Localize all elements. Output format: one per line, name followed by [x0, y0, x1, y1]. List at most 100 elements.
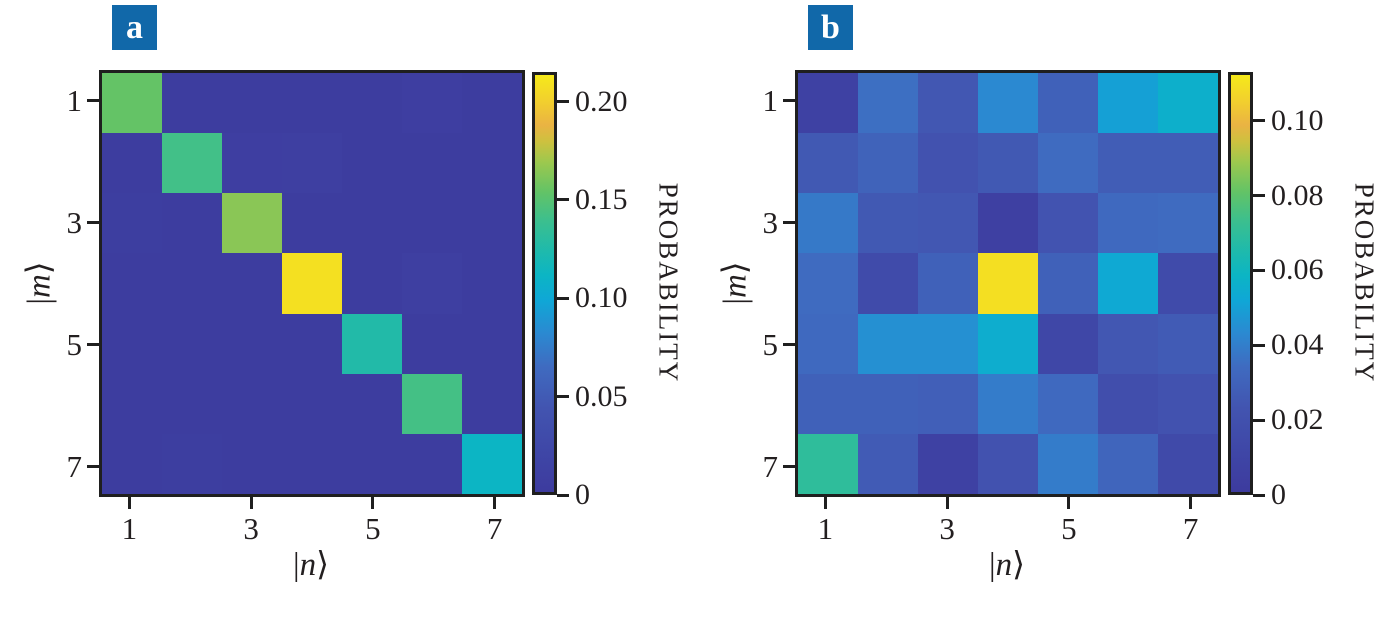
colorbar-tick-label: 0.08 — [1271, 178, 1324, 212]
x-tick-label: 5 — [1061, 511, 1077, 546]
heatmap-cell — [102, 433, 162, 494]
x-tick-label: 7 — [1182, 511, 1199, 546]
heatmap-cell — [402, 133, 462, 194]
heatmap-cell — [1098, 253, 1158, 314]
y-tick-mark — [783, 98, 795, 102]
x-tick-mark — [493, 497, 497, 509]
x-tick-label: 3 — [939, 511, 955, 546]
colorbar-tick-mark — [1253, 119, 1265, 123]
heatmap-cell — [462, 73, 522, 134]
panel-a-y-tick-labels: 1 3 5 7 — [38, 70, 83, 497]
panel-b-y-axis-label: |m⟩ — [717, 261, 754, 305]
colorbar-tick-mark — [557, 296, 569, 300]
heatmap-cell — [102, 193, 162, 254]
heatmap-cell — [1158, 373, 1218, 434]
heatmap-cell — [978, 433, 1038, 494]
y-tick-label: 3 — [762, 204, 779, 240]
y-tick-mark — [87, 343, 99, 346]
x-tick-mark — [823, 497, 827, 509]
panel-a-y-ticks — [87, 70, 99, 497]
heatmap-cell — [1098, 433, 1158, 494]
colorbar-tick-label: 0.10 — [1271, 103, 1324, 137]
y-tick-label: 3 — [66, 204, 83, 240]
heatmap-cell — [342, 373, 402, 434]
x-tick-mark — [1067, 497, 1071, 509]
heatmap-cell — [918, 253, 978, 314]
colorbar-tick-label: 0.15 — [575, 182, 628, 216]
heatmap-cell — [798, 193, 858, 254]
heatmap-cell — [282, 253, 342, 314]
heatmap-cell — [162, 133, 222, 194]
y-tick-label: 7 — [762, 448, 779, 484]
panel-b-tag: b — [808, 5, 853, 50]
heatmap-cell — [1158, 313, 1218, 374]
y-tick-mark — [87, 465, 99, 468]
heatmap-cell — [1098, 373, 1158, 434]
y-tick-mark — [783, 221, 795, 224]
colorbar-tick-mark — [1253, 493, 1265, 497]
heatmap-cell — [798, 313, 858, 374]
heatmap-cell — [1038, 73, 1098, 134]
heatmap-cell — [222, 73, 282, 134]
heatmap-cell — [282, 133, 342, 194]
heatmap-cell — [1098, 313, 1158, 374]
panel-a-colorbar-ticks — [557, 72, 569, 497]
colorbar-tick-mark — [557, 198, 569, 202]
heatmap-cell — [222, 253, 282, 314]
heatmap-cell — [858, 133, 918, 194]
heatmap-cell — [162, 73, 222, 134]
heatmap-cell — [918, 373, 978, 434]
panel-a: a 1 3 5 7 1 3 5 7 |n⟩ |m⟩ 0 0.05 0.10 0.15 0.20 PR… — [21, 5, 684, 582]
heatmap-cell — [222, 313, 282, 374]
heatmap-cell — [402, 253, 462, 314]
y-tick-label: 5 — [762, 326, 779, 362]
colorbar-tick-mark — [557, 395, 569, 399]
heatmap-cell — [402, 73, 462, 134]
heatmap-cell — [978, 313, 1038, 374]
heatmap-cell — [1158, 193, 1218, 254]
panel-b-x-tick-labels: 1 3 5 7 — [795, 513, 1221, 549]
panel-a-colorbar-tick-labels: 0 0.05 0.10 0.15 0.20 — [575, 72, 661, 510]
y-tick-mark — [783, 343, 795, 346]
heatmap-cell — [402, 313, 462, 374]
heatmap-cell — [798, 373, 858, 434]
heatmap-cell — [978, 253, 1038, 314]
y-tick-label: 7 — [66, 448, 83, 484]
heatmap-cell — [402, 433, 462, 494]
heatmap-cell — [858, 193, 918, 254]
heatmap-cell — [858, 73, 918, 134]
colorbar-tick-label: 0 — [575, 478, 590, 511]
panel-b-colorbar-label: PROBABILITY — [1349, 182, 1380, 384]
heatmap-cell — [282, 433, 342, 494]
heatmap-cell — [462, 133, 522, 194]
heatmap-cell — [162, 193, 222, 254]
heatmap-cell — [342, 253, 402, 314]
heatmap-cell — [282, 193, 342, 254]
colorbar-tick-label: 0.05 — [575, 379, 628, 413]
panel-a-y-axis-label: |m⟩ — [21, 261, 58, 305]
heatmap-cell — [1098, 193, 1158, 254]
heatmap-cell — [162, 253, 222, 314]
x-tick-mark — [249, 497, 253, 509]
heatmap-cell — [798, 133, 858, 194]
heatmap-cell — [102, 73, 162, 134]
colorbar-tick-mark — [1253, 418, 1265, 422]
heatmap-cell — [222, 433, 282, 494]
heatmap-cell — [1038, 193, 1098, 254]
heatmap-cell — [858, 373, 918, 434]
panel-b-y-tick-labels: 1 3 5 7 — [734, 70, 779, 497]
heatmap-cell — [1038, 253, 1098, 314]
heatmap-cell — [1038, 373, 1098, 434]
colorbar-tick-label: 0.02 — [1271, 403, 1324, 437]
heatmap-cell — [282, 373, 342, 434]
panel-a-plot-frame — [99, 70, 525, 497]
heatmap-cell — [798, 433, 858, 494]
x-tick-mark — [371, 497, 375, 509]
colorbar-tick-label: 0.04 — [1271, 328, 1324, 362]
heatmap-cell — [462, 253, 522, 314]
heatmap-cell — [102, 373, 162, 434]
heatmap-cell — [918, 73, 978, 134]
heatmap-cell — [162, 433, 222, 494]
y-tick-mark — [87, 98, 99, 102]
